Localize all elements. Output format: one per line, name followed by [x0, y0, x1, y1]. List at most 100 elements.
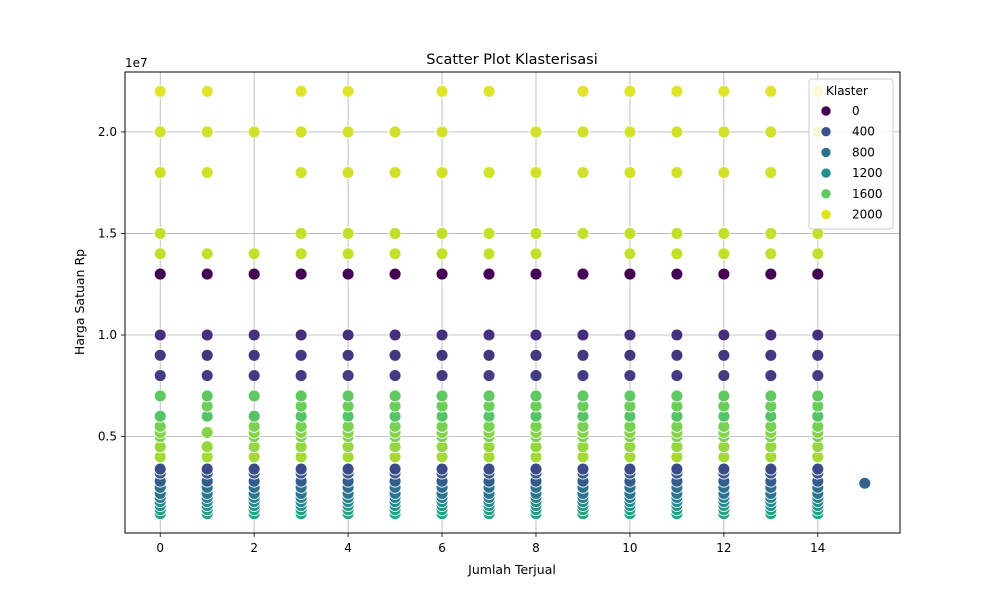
data-point [294, 166, 308, 179]
data-point [388, 369, 402, 383]
data-point [388, 247, 402, 261]
data-point [529, 267, 543, 281]
data-point [717, 267, 731, 281]
data-point [764, 84, 778, 98]
data-point [153, 409, 167, 423]
data-point [341, 389, 355, 403]
data-point [623, 369, 637, 383]
legend-marker [820, 105, 832, 117]
legend-label: 1600 [852, 187, 883, 201]
data-point [435, 328, 449, 342]
data-point [294, 389, 308, 403]
y-axis-label: Harga Satuan Rp [72, 249, 87, 355]
data-point [482, 166, 496, 179]
data-point [294, 369, 308, 383]
data-point [764, 227, 778, 240]
data-point [341, 348, 355, 362]
data-point [153, 166, 167, 179]
data-point [435, 389, 449, 403]
data-point [576, 369, 590, 383]
data-point [482, 247, 496, 261]
data-point [811, 389, 825, 403]
data-point [200, 348, 214, 362]
data-point [529, 247, 543, 261]
data-point [811, 462, 825, 476]
data-point [623, 389, 637, 403]
data-point [153, 125, 167, 139]
data-point [858, 476, 872, 490]
data-point [576, 267, 590, 281]
data-point [247, 328, 261, 342]
x-axis-ticks: 0 2 4 6 8 10 12 14 [156, 533, 825, 555]
data-point [764, 166, 778, 179]
data-point [153, 369, 167, 383]
data-point [482, 389, 496, 403]
data-point [623, 84, 637, 98]
data-point [200, 440, 214, 454]
data-point [247, 247, 261, 261]
data-point [200, 369, 214, 383]
data-point [529, 369, 543, 383]
data-point [670, 84, 684, 98]
data-point [670, 125, 684, 139]
data-point [670, 348, 684, 362]
data-point [482, 227, 496, 240]
data-point [435, 267, 449, 281]
y-tick-label: 2.0 [98, 125, 117, 139]
data-point [717, 84, 731, 98]
data-point [529, 328, 543, 342]
data-point [811, 267, 825, 281]
data-point [247, 409, 261, 423]
data-point [576, 166, 590, 179]
data-point [294, 348, 308, 362]
x-tick-label: 8 [532, 541, 540, 555]
data-point [200, 125, 214, 139]
legend-marker [820, 167, 832, 179]
data-point [623, 227, 637, 240]
data-point [717, 389, 731, 403]
data-point [670, 227, 684, 240]
legend-label: 0 [852, 104, 860, 118]
data-point [200, 166, 214, 179]
legend-marker [820, 126, 832, 137]
data-point [341, 328, 355, 342]
data-point [200, 328, 214, 342]
data-point [482, 84, 496, 98]
data-point [435, 247, 449, 261]
plot-area-frame [124, 71, 901, 534]
data-point [153, 267, 167, 281]
data-point [623, 267, 637, 281]
data-point [670, 247, 684, 261]
y-offset-label: 1e7 [125, 56, 148, 70]
data-point [294, 328, 308, 342]
y-tick-label: 1.0 [98, 328, 117, 342]
data-point [764, 348, 778, 362]
data-point [482, 328, 496, 342]
data-point [482, 267, 496, 281]
data-point [294, 227, 308, 240]
data-point [576, 227, 590, 240]
data-point [341, 125, 355, 139]
data-point [764, 389, 778, 403]
data-point [623, 125, 637, 139]
data-point [247, 369, 261, 383]
data-point [388, 227, 402, 240]
data-point [764, 328, 778, 342]
legend-marker [820, 188, 832, 200]
x-tick-label: 2 [250, 541, 258, 555]
legend: Klaster 0 400 800 1200 1600 2000 [808, 78, 894, 230]
data-point [200, 247, 214, 261]
data-point [529, 125, 543, 139]
x-tick-label: 14 [810, 541, 825, 555]
data-point [717, 166, 731, 179]
legend-label: 400 [852, 125, 875, 139]
legend-title: Klaster [826, 84, 868, 98]
data-point [717, 348, 731, 362]
data-point [294, 267, 308, 281]
data-point [247, 267, 261, 281]
data-point [341, 247, 355, 261]
data-point [200, 426, 214, 439]
data-point [529, 462, 543, 476]
data-point [435, 84, 449, 98]
chart-title: Scatter Plot Klasterisasi [426, 52, 597, 68]
